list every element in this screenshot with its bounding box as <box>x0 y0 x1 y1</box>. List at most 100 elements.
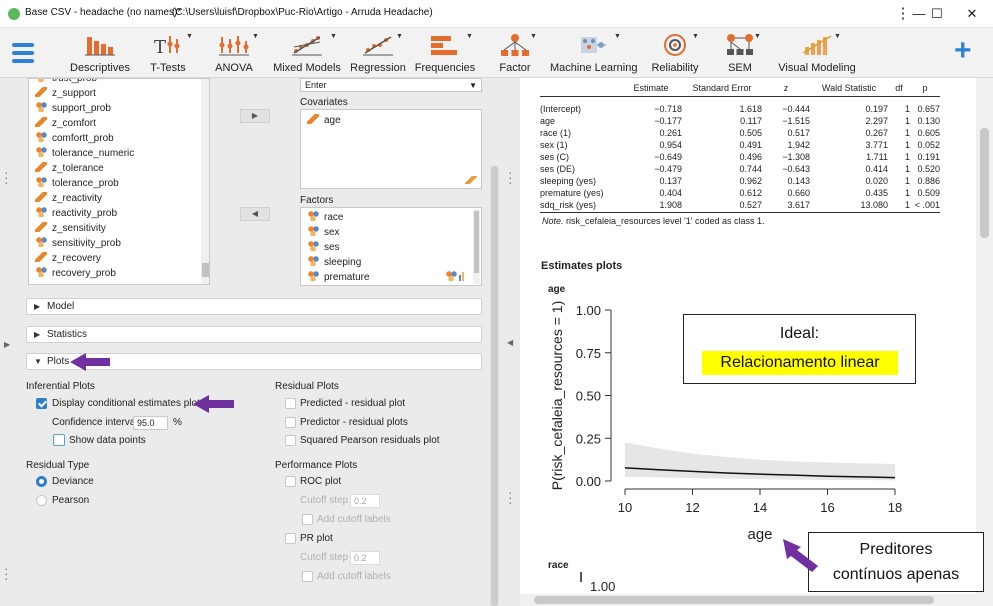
variable-item[interactable]: z_sensitivity <box>35 222 106 237</box>
factors-scrollbar[interactable] <box>473 209 480 284</box>
collapse-icon: ▼ <box>34 357 42 366</box>
visual-modeling-button[interactable]: Visual Modeling ▼ <box>778 33 856 74</box>
covariate-item[interactable]: age <box>307 114 341 129</box>
variable-item[interactable]: support_prob <box>35 102 111 117</box>
confidence-interval-label: Confidence interval <box>52 417 138 428</box>
ideal-callout: Ideal: Relacionamento linear <box>683 314 916 384</box>
nominal-icon <box>307 271 319 281</box>
deviance-radio[interactable] <box>36 476 47 487</box>
factor-item[interactable]: ses <box>307 241 340 256</box>
table-cell: sex (1) <box>540 140 568 150</box>
confidence-interval-input[interactable]: 95.0 <box>133 416 168 430</box>
covariates-box[interactable]: age <box>300 109 482 189</box>
table-header: Estimate <box>633 83 669 93</box>
regression-button[interactable]: Regression ▼ <box>350 33 406 74</box>
variables-scrollbar[interactable] <box>201 79 209 284</box>
add-cutoff-labels-checkbox-2[interactable] <box>302 571 313 582</box>
options-scrollbar[interactable] <box>490 166 499 606</box>
variable-item[interactable]: z_reactivity <box>35 192 102 207</box>
hamburger-icon[interactable] <box>12 42 34 64</box>
cutoff-step-input-2[interactable]: 0.2 <box>350 551 380 565</box>
table-cell: −0.649 <box>654 152 682 162</box>
estimates-chart: age 0.00 0.25 0.50 0.75 1.00 10 12 14 16 18 age P(ri… <box>548 284 902 543</box>
table-header: p <box>922 83 928 93</box>
factors-box[interactable]: race sex ses sleeping premature <box>300 207 482 286</box>
add-cutoff-labels-checkbox[interactable] <box>302 514 313 525</box>
table-cell: 1 <box>904 116 910 126</box>
anova-button[interactable]: ANOVA ▼ <box>215 33 259 74</box>
sem-button[interactable]: SEM ▼ <box>718 31 762 77</box>
table-rule <box>540 212 940 213</box>
predictors-callout: Preditores contínuos apenas <box>808 532 984 592</box>
table-cell: 1.908 <box>659 200 682 210</box>
table-cell: 3.771 <box>865 140 888 150</box>
table-cell: −0.718 <box>654 104 682 114</box>
variable-item[interactable]: z_comfort <box>35 117 96 132</box>
deviance-label: Deviance <box>52 476 94 487</box>
maximize-button[interactable]: ☐ <box>931 6 943 21</box>
table-cell: 0.130 <box>917 116 940 126</box>
results-hscrollbar[interactable] <box>520 594 976 606</box>
cutoff-step-input[interactable]: 0.2 <box>350 494 380 508</box>
factor-item[interactable]: sleeping <box>307 256 361 271</box>
variable-item[interactable]: trust_prob <box>35 79 97 87</box>
factor-button[interactable]: Factor ▼ <box>499 33 537 74</box>
factor-item[interactable]: race <box>307 211 343 226</box>
move-left-button[interactable]: ◀ <box>240 207 270 221</box>
middle-splitter[interactable]: · · · ◀ · · · <box>499 78 520 606</box>
analysis-options-panel: trust_prob z_support support_prob z_comfort… <box>14 78 499 606</box>
variable-item[interactable]: tolerance_numeric <box>35 147 134 162</box>
left-splitter[interactable]: · · · ▶ · · · <box>0 78 14 606</box>
predicted-residual-checkbox[interactable] <box>285 398 296 409</box>
minimize-button[interactable]: — <box>912 6 926 21</box>
variable-item[interactable]: z_tolerance <box>35 162 104 177</box>
variable-item[interactable]: tolerance_prob <box>35 177 119 192</box>
race-y-axis <box>580 572 582 582</box>
variable-item[interactable]: comfortt_prob <box>35 132 114 147</box>
factor-item[interactable]: premature <box>307 271 370 286</box>
plots-section[interactable]: ▼ Plots <box>26 353 482 370</box>
nominal-icon <box>35 132 47 142</box>
variable-item[interactable]: recovery_prob <box>35 267 116 282</box>
variable-item[interactable]: reactivity_prob <box>35 207 117 222</box>
pr-plot-checkbox[interactable] <box>285 533 296 544</box>
mixed-models-button[interactable]: Mixed Models ▼ <box>273 33 341 74</box>
table-cell: sdq_risk (yes) <box>540 200 597 210</box>
residual-plots-title: Residual Plots <box>275 381 339 392</box>
more-icon[interactable]: ⋮ <box>895 5 911 22</box>
variable-item[interactable]: z_recovery <box>35 252 101 267</box>
variable-item[interactable]: z_support <box>35 87 96 102</box>
cutoff-step-label: Cutoff step <box>300 495 349 506</box>
add-module-button[interactable]: + <box>954 34 972 67</box>
variable-type-icon <box>445 271 467 281</box>
t-tests-button[interactable]: T T-Tests ▼ <box>150 33 193 74</box>
table-cell: premature (yes) <box>540 188 604 198</box>
close-button[interactable]: ✕ <box>966 6 978 21</box>
frequencies-button[interactable]: Frequencies ▼ <box>414 33 476 74</box>
y-tick-label: 1.00 <box>576 303 601 318</box>
reliability-button[interactable]: Reliability ▼ <box>651 33 699 74</box>
ordinal-icon <box>35 222 47 232</box>
pearson-radio[interactable] <box>36 495 47 506</box>
nominal-icon <box>307 226 319 236</box>
variable-item[interactable]: sensitivity_prob <box>35 237 121 252</box>
coefficients-table: Estimate Standard Error z Wald Statistic df p… <box>540 78 942 228</box>
enter-method-select[interactable]: Enter ▼ <box>300 78 482 92</box>
table-cell: 0.886 <box>917 176 940 186</box>
factor-item[interactable]: sex <box>307 226 340 241</box>
show-data-points-checkbox[interactable] <box>53 434 65 446</box>
table-cell: 1.711 <box>866 152 888 162</box>
machine-learning-button[interactable]: Machine Learning ▼ <box>550 33 638 74</box>
model-section[interactable]: ▶ Model <box>26 298 482 315</box>
squared-pearson-checkbox[interactable] <box>285 435 296 446</box>
variables-list[interactable]: trust_prob z_support support_prob z_comfort… <box>28 78 210 285</box>
roc-plot-checkbox[interactable] <box>285 476 296 487</box>
descriptives-button[interactable]: Descriptives <box>70 31 130 77</box>
statistics-section[interactable]: ▶ Statistics <box>26 326 482 343</box>
predictor-residual-checkbox[interactable] <box>285 417 296 428</box>
results-scrollbar[interactable] <box>976 78 993 606</box>
move-right-button[interactable]: ▶ <box>240 109 270 123</box>
display-conditional-checkbox[interactable] <box>36 398 47 409</box>
table-cell: 0.962 <box>739 176 762 186</box>
table-cell: age <box>540 116 556 126</box>
